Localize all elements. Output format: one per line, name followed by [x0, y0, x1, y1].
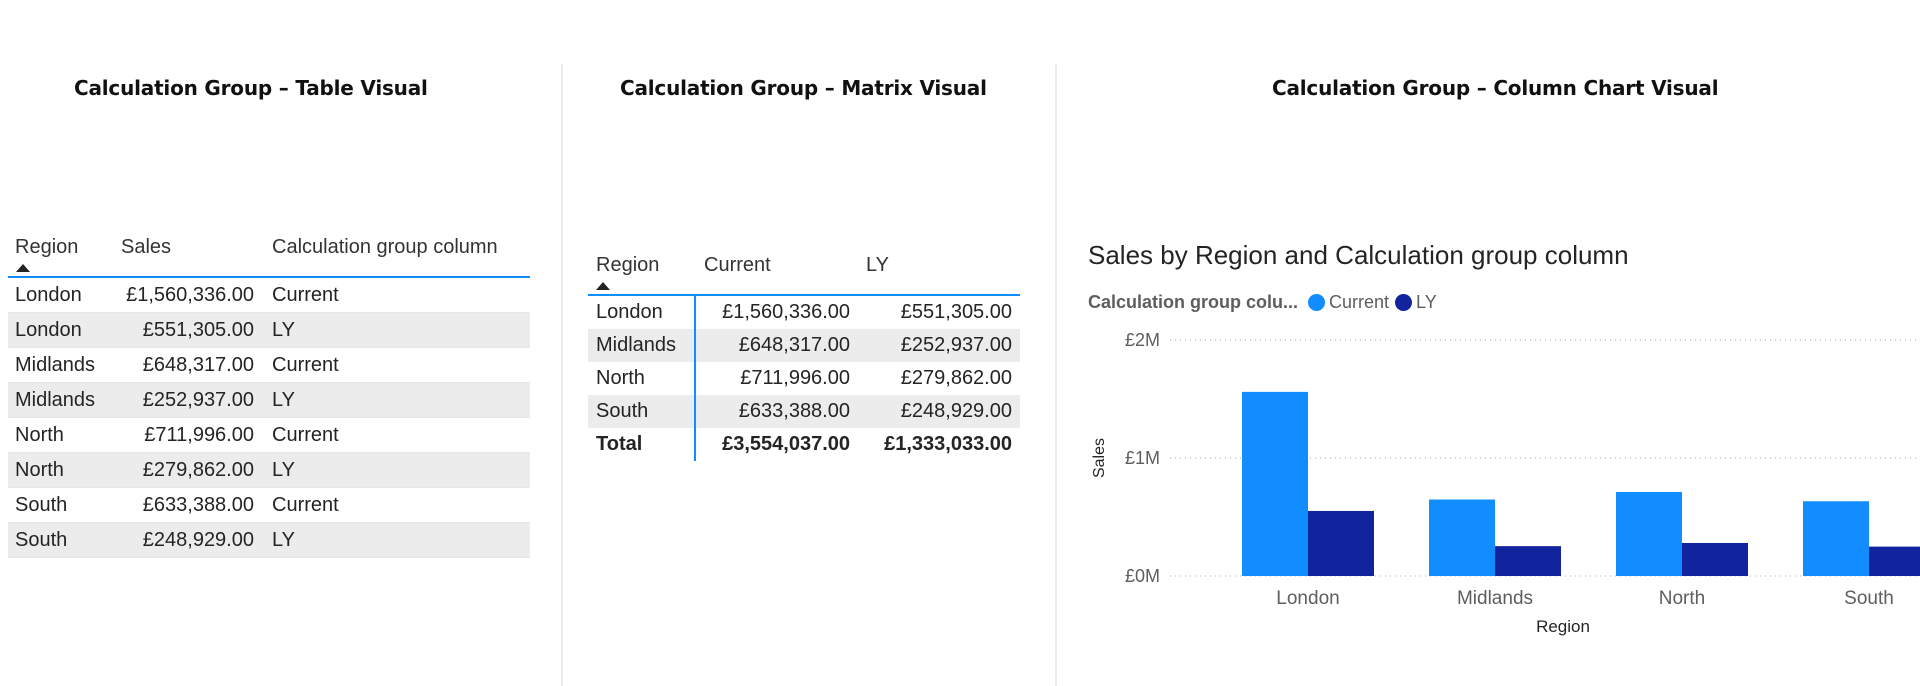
legend-label-ly: LY — [1416, 292, 1437, 312]
table-cell-sales: £551,305.00 — [142, 319, 254, 341]
table-header-calc-group[interactable]: Calculation group column — [272, 236, 498, 258]
legend-marker-ly-icon — [1395, 294, 1413, 311]
table-cell-calc-group: LY — [272, 529, 295, 551]
table-header-sales[interactable]: Sales — [121, 236, 172, 258]
sort-ascending-icon[interactable] — [16, 264, 30, 272]
table-visual[interactable]: Region Sales Calculation group column Lo… — [8, 232, 530, 558]
table-row[interactable]: London £1,560,336.00 Current — [8, 278, 530, 313]
table-cell-region: Midlands — [15, 354, 96, 376]
table-cell-calc-group: LY — [272, 459, 295, 481]
matrix-row-header: North — [596, 367, 645, 389]
table-row[interactable]: Midlands £252,937.00 LY — [8, 383, 530, 418]
matrix-header-region[interactable]: Region — [596, 254, 660, 276]
table-cell-sales: £1,560,336.00 — [126, 284, 254, 306]
bar-ly-london[interactable] — [1308, 510, 1374, 576]
legend-title: Calculation group colu... — [1088, 292, 1299, 312]
bar-current-north[interactable] — [1616, 491, 1682, 576]
matrix-row[interactable]: South £633,388.00 £248,929.00 — [588, 395, 1020, 428]
matrix-header: Region Current LY — [588, 250, 1020, 296]
matrix-total-ly: £1,333,033.00 — [884, 433, 1012, 455]
bar-ly-midlands[interactable] — [1495, 546, 1561, 576]
legend-label-current: Current — [1329, 292, 1390, 312]
x-tick-label: Midlands — [1457, 588, 1533, 609]
table-cell-sales: £248,929.00 — [142, 529, 254, 551]
matrix-row[interactable]: London £1,560,336.00 £551,305.00 — [588, 296, 1020, 329]
table-cell-calc-group: Current — [272, 494, 339, 516]
table-cell-sales: £711,996.00 — [144, 424, 254, 446]
table-cell-sales: £648,317.00 — [142, 354, 254, 376]
x-axis-title: Region — [1536, 617, 1590, 636]
chart-legend: Calculation group colu... Current LY — [1088, 292, 1443, 313]
matrix-cell-current: £711,996.00 — [740, 367, 850, 389]
table-cell-region: Midlands — [15, 389, 96, 411]
table-cell-calc-group: LY — [272, 389, 295, 411]
bar-current-london[interactable] — [1242, 391, 1308, 576]
table-cell-region: South — [15, 494, 68, 516]
legend-item-ly[interactable]: LY — [1395, 292, 1437, 313]
matrix-total-row[interactable]: Total £3,554,037.00 £1,333,033.00 — [588, 428, 1020, 461]
matrix-cell-ly: £252,937.00 — [900, 334, 1012, 356]
legend-item-current[interactable]: Current — [1308, 292, 1389, 313]
table-row[interactable]: South £633,388.00 Current — [8, 488, 530, 523]
matrix-cell-current: £1,560,336.00 — [722, 301, 850, 323]
matrix-visual-title: Calculation Group – Matrix Visual — [620, 76, 987, 100]
matrix-row[interactable]: North £711,996.00 £279,862.00 — [588, 362, 1020, 395]
table-cell-region: London — [15, 319, 82, 341]
chart-title: Sales by Region and Calculation group co… — [1088, 240, 1629, 270]
matrix-visual[interactable]: Region Current LY London £1,560,336.00 £… — [588, 250, 1020, 461]
table-cell-sales: £252,937.00 — [142, 389, 254, 411]
table-cell-sales: £633,388.00 — [142, 494, 254, 516]
table-row[interactable]: London £551,305.00 LY — [8, 313, 530, 348]
x-tick-label: London — [1276, 588, 1339, 609]
bar-ly-north[interactable] — [1682, 542, 1748, 576]
matrix-row-header-divider — [694, 296, 696, 461]
matrix-row-header: Midlands — [596, 334, 677, 356]
table-cell-sales: £279,862.00 — [142, 459, 254, 481]
matrix-cell-ly: £279,862.00 — [900, 367, 1012, 389]
x-tick-label: South — [1844, 588, 1894, 609]
table-cell-calc-group: Current — [272, 354, 339, 376]
table-cell-region: London — [15, 284, 82, 306]
column-chart-visual-title: Calculation Group – Column Chart Visual — [1272, 76, 1719, 100]
matrix-cell-current: £648,317.00 — [738, 334, 850, 356]
table-row[interactable]: North £279,862.00 LY — [8, 453, 530, 488]
table-row[interactable]: South £248,929.00 LY — [8, 523, 530, 558]
matrix-cell-current: £633,388.00 — [738, 400, 850, 422]
table-visual-title: Calculation Group – Table Visual — [74, 76, 428, 100]
matrix-header-ly[interactable]: LY — [866, 254, 889, 276]
legend-marker-current-icon — [1308, 294, 1326, 311]
table-cell-region: North — [15, 459, 64, 481]
x-tick-label: North — [1659, 588, 1705, 609]
bar-current-midlands[interactable] — [1429, 499, 1495, 576]
sort-ascending-icon[interactable] — [596, 282, 610, 290]
matrix-total-label: Total — [596, 433, 643, 455]
matrix-row[interactable]: Midlands £648,317.00 £252,937.00 — [588, 329, 1020, 362]
table-row[interactable]: Midlands £648,317.00 Current — [8, 348, 530, 383]
table-row[interactable]: North £711,996.00 Current — [8, 418, 530, 453]
panel-divider-left — [561, 64, 563, 686]
table-header-region[interactable]: Region — [15, 236, 79, 258]
matrix-row-header: South — [596, 400, 649, 422]
column-chart[interactable]: £0M £1M £2M Sales London Midlands North South Re… — [1080, 318, 1920, 648]
matrix-cell-ly: £248,929.00 — [900, 400, 1012, 422]
table-cell-region: North — [15, 424, 64, 446]
matrix-total-current: £3,554,037.00 — [722, 433, 850, 455]
panel-divider-right — [1055, 64, 1057, 686]
y-tick-label: £0M — [1125, 566, 1160, 586]
bar-current-south[interactable] — [1803, 501, 1869, 576]
matrix-header-current[interactable]: Current — [704, 254, 771, 276]
bar-ly-south[interactable] — [1869, 546, 1920, 576]
y-axis-title: Sales — [1091, 438, 1108, 478]
matrix-cell-ly: £551,305.00 — [900, 301, 1012, 323]
table-header: Region Sales Calculation group column — [8, 232, 530, 278]
table-cell-calc-group: LY — [272, 319, 295, 341]
matrix-row-header: London — [596, 301, 663, 323]
table-cell-calc-group: Current — [272, 284, 339, 306]
table-cell-region: South — [15, 529, 68, 551]
table-cell-calc-group: Current — [272, 424, 339, 446]
y-tick-label: £1M — [1125, 448, 1160, 468]
y-tick-label: £2M — [1125, 330, 1160, 350]
